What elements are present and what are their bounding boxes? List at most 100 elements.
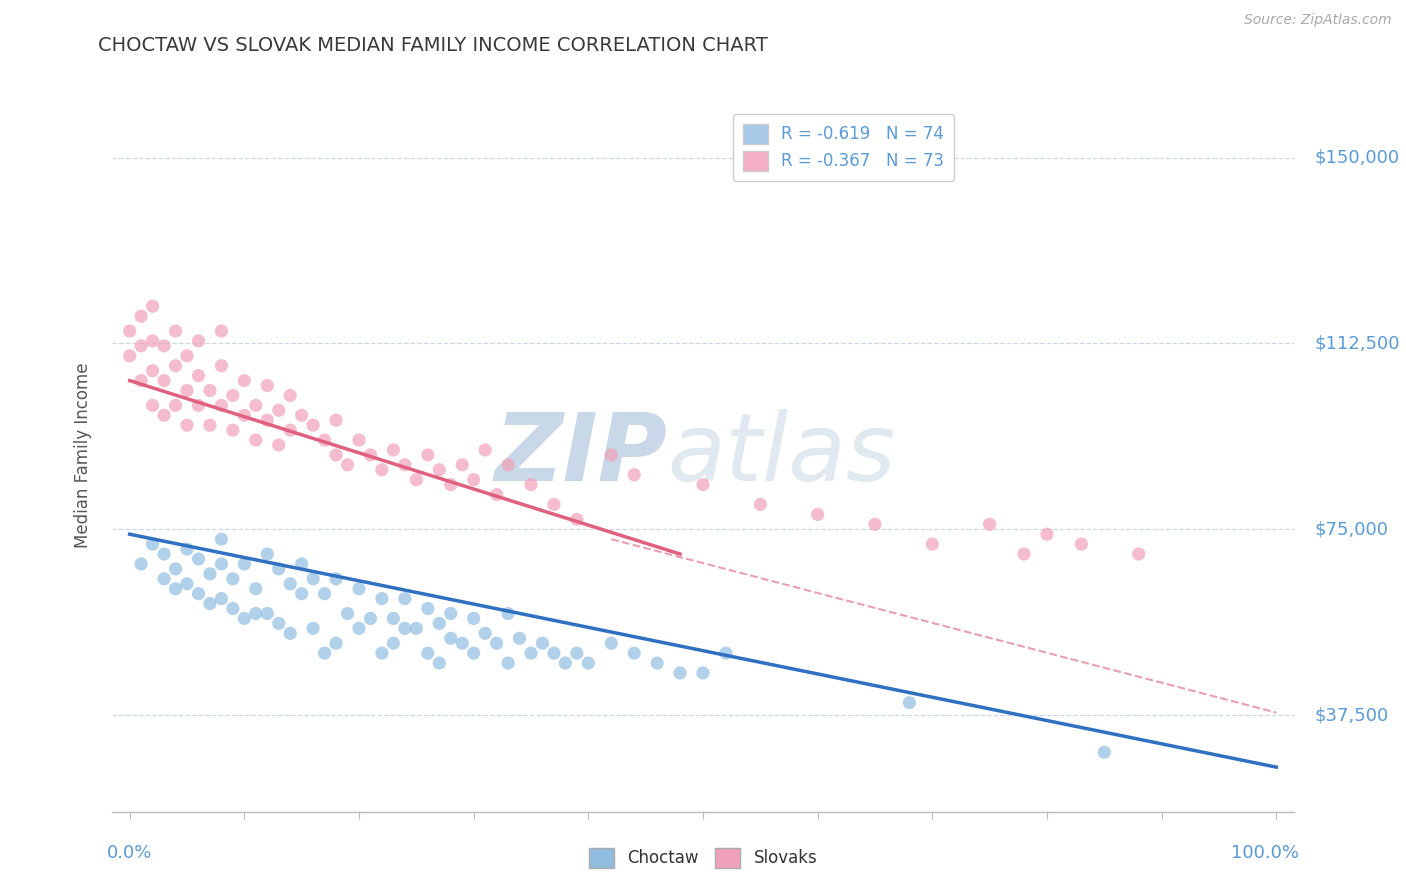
Slovaks bbox=[233, 409, 256, 423]
Text: 100.0%: 100.0% bbox=[1232, 844, 1299, 862]
Text: 0.0%: 0.0% bbox=[107, 844, 152, 862]
Choctaw bbox=[142, 537, 165, 551]
Slovaks bbox=[176, 384, 198, 398]
Slovaks bbox=[543, 498, 565, 512]
Choctaw bbox=[371, 591, 394, 606]
Slovaks bbox=[222, 388, 245, 402]
Choctaw bbox=[347, 582, 370, 596]
Slovaks bbox=[153, 374, 176, 388]
Choctaw bbox=[336, 607, 359, 621]
Text: $150,000: $150,000 bbox=[1315, 149, 1400, 167]
Choctaw bbox=[440, 607, 463, 621]
Slovaks bbox=[463, 473, 485, 487]
Slovaks bbox=[485, 487, 508, 501]
Choctaw bbox=[176, 576, 198, 591]
Choctaw bbox=[496, 607, 519, 621]
Choctaw bbox=[314, 646, 336, 660]
Choctaw bbox=[692, 665, 714, 680]
Choctaw bbox=[256, 547, 278, 561]
Choctaw bbox=[198, 597, 221, 611]
Slovaks bbox=[142, 364, 165, 378]
Choctaw bbox=[509, 632, 531, 646]
Slovaks bbox=[129, 374, 152, 388]
Slovaks bbox=[278, 388, 301, 402]
Slovaks bbox=[325, 413, 347, 427]
Slovaks bbox=[565, 512, 588, 526]
Slovaks bbox=[474, 442, 496, 457]
Text: $112,500: $112,500 bbox=[1315, 334, 1400, 352]
Slovaks bbox=[405, 473, 427, 487]
Choctaw bbox=[645, 656, 668, 670]
Slovaks bbox=[302, 418, 325, 433]
Choctaw bbox=[176, 542, 198, 557]
Choctaw bbox=[165, 582, 187, 596]
Choctaw bbox=[153, 547, 176, 561]
Slovaks bbox=[256, 378, 278, 392]
Slovaks bbox=[153, 339, 176, 353]
Slovaks bbox=[278, 423, 301, 437]
Slovaks bbox=[921, 537, 943, 551]
Choctaw bbox=[416, 601, 439, 615]
Slovaks bbox=[187, 398, 209, 412]
Choctaw bbox=[496, 656, 519, 670]
Choctaw bbox=[245, 607, 267, 621]
Choctaw bbox=[463, 646, 485, 660]
Choctaw bbox=[600, 636, 623, 650]
Slovaks bbox=[1070, 537, 1092, 551]
Choctaw bbox=[222, 601, 245, 615]
Choctaw bbox=[291, 557, 314, 571]
Choctaw bbox=[623, 646, 645, 660]
Choctaw bbox=[267, 562, 290, 576]
Text: $37,500: $37,500 bbox=[1315, 706, 1389, 724]
Text: CHOCTAW VS SLOVAK MEDIAN FAMILY INCOME CORRELATION CHART: CHOCTAW VS SLOVAK MEDIAN FAMILY INCOME C… bbox=[98, 36, 768, 54]
Choctaw bbox=[129, 557, 152, 571]
Choctaw bbox=[371, 646, 394, 660]
Slovaks bbox=[359, 448, 381, 462]
Slovaks bbox=[749, 498, 772, 512]
Choctaw bbox=[209, 532, 232, 546]
Slovaks bbox=[347, 433, 370, 447]
Slovaks bbox=[165, 324, 187, 338]
Slovaks bbox=[165, 359, 187, 373]
Choctaw bbox=[233, 611, 256, 625]
Choctaw bbox=[325, 572, 347, 586]
Choctaw bbox=[463, 611, 485, 625]
Slovaks bbox=[520, 477, 543, 491]
Text: ZIP: ZIP bbox=[495, 409, 668, 501]
Choctaw bbox=[394, 621, 416, 635]
Choctaw bbox=[405, 621, 427, 635]
Choctaw bbox=[485, 636, 508, 650]
Choctaw bbox=[291, 587, 314, 601]
Slovaks bbox=[176, 349, 198, 363]
Choctaw bbox=[222, 572, 245, 586]
Slovaks bbox=[187, 368, 209, 383]
Choctaw bbox=[565, 646, 588, 660]
Choctaw bbox=[198, 566, 221, 581]
Slovaks bbox=[176, 418, 198, 433]
Slovaks bbox=[165, 398, 187, 412]
Choctaw bbox=[302, 621, 325, 635]
Slovaks bbox=[1128, 547, 1150, 561]
Choctaw bbox=[245, 582, 267, 596]
Choctaw bbox=[314, 587, 336, 601]
Choctaw bbox=[1092, 745, 1115, 759]
Slovaks bbox=[142, 398, 165, 412]
Text: Source: ZipAtlas.com: Source: ZipAtlas.com bbox=[1244, 13, 1392, 28]
Slovaks bbox=[245, 433, 267, 447]
Slovaks bbox=[118, 324, 141, 338]
Slovaks bbox=[1036, 527, 1059, 541]
Choctaw bbox=[325, 636, 347, 650]
Slovaks bbox=[979, 517, 1001, 532]
Choctaw bbox=[474, 626, 496, 640]
Slovaks bbox=[142, 299, 165, 313]
Slovaks bbox=[209, 398, 232, 412]
Slovaks bbox=[198, 384, 221, 398]
Slovaks bbox=[325, 448, 347, 462]
Slovaks bbox=[416, 448, 439, 462]
Slovaks bbox=[623, 467, 645, 482]
Choctaw bbox=[359, 611, 381, 625]
Slovaks bbox=[807, 508, 830, 522]
Slovaks bbox=[129, 309, 152, 323]
Slovaks bbox=[440, 477, 463, 491]
Choctaw bbox=[416, 646, 439, 660]
